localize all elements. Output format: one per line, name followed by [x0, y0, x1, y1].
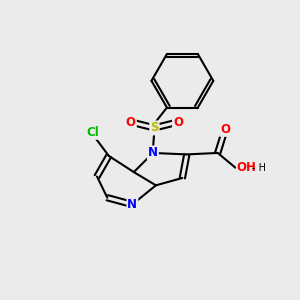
- Text: O: O: [220, 123, 230, 136]
- Text: N: N: [127, 198, 137, 211]
- Text: - H: - H: [252, 163, 266, 173]
- Text: S: S: [150, 122, 159, 134]
- Text: N: N: [148, 146, 158, 159]
- Text: O: O: [173, 116, 183, 128]
- Text: O: O: [126, 116, 136, 128]
- Text: OH: OH: [237, 161, 257, 174]
- Text: Cl: Cl: [86, 126, 99, 139]
